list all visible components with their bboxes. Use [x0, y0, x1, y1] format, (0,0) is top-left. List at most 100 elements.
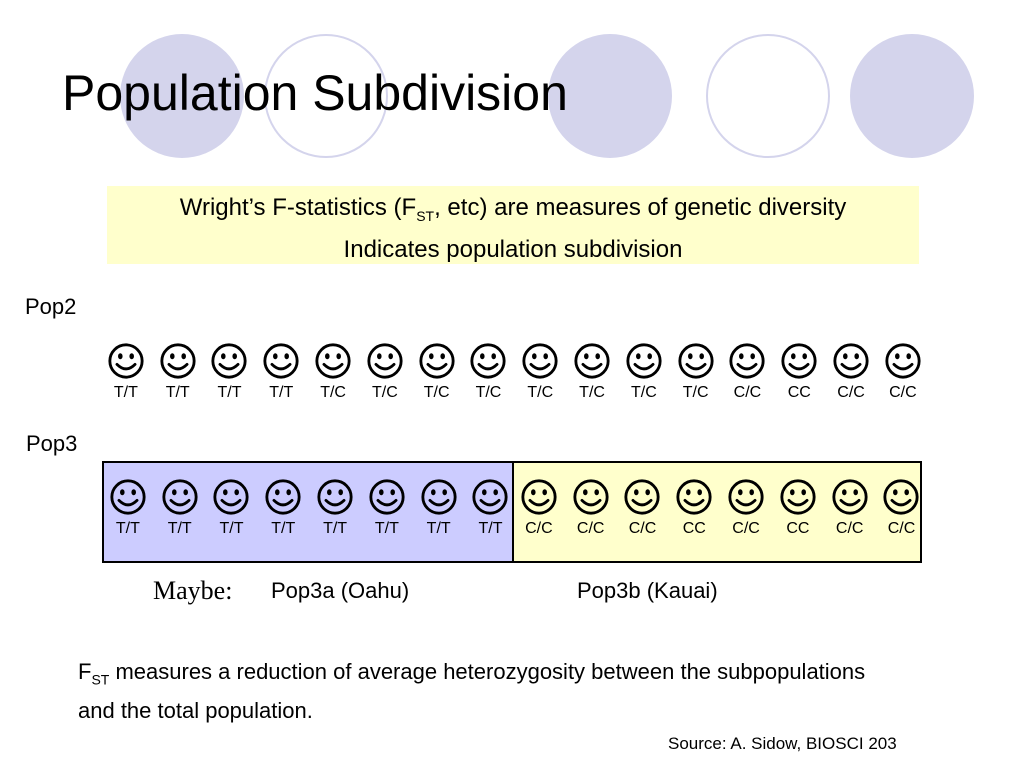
genotype-label: CC: [682, 520, 706, 537]
smiley-face-icon: [162, 479, 198, 515]
individual: C/C: [565, 478, 617, 538]
smiley-face-icon: [472, 479, 509, 515]
smiley-face-icon: [317, 479, 353, 515]
individual: T/T: [154, 478, 206, 538]
genotype-label: C/C: [889, 384, 917, 401]
individual: T/C: [307, 342, 359, 402]
callout-line-2: Indicates population subdivision: [343, 235, 683, 263]
genotype-label: C/C: [628, 520, 657, 537]
decor-circle-outline: [706, 34, 830, 158]
genotype-label: T/T: [269, 384, 294, 401]
individual: T/T: [100, 342, 152, 402]
genotype-label: T/T: [374, 520, 399, 537]
smiley-face-icon: [108, 343, 144, 379]
decor-circle: [120, 34, 244, 158]
individual: T/C: [566, 342, 618, 402]
individual: C/C: [617, 478, 669, 538]
smiley-face-icon: [729, 343, 766, 379]
genotype-label: T/C: [320, 384, 346, 401]
individual: T/T: [257, 478, 309, 538]
smiley-face-icon: [160, 343, 196, 379]
individual: T/T: [255, 342, 307, 402]
individual: T/T: [204, 342, 256, 402]
fst-footnote: FST measures a reduction of average hete…: [78, 659, 866, 724]
smiley-face-icon: [213, 479, 250, 515]
individual: C/C: [876, 478, 928, 538]
genotype-label: C/C: [887, 520, 916, 537]
individual: T/T: [152, 342, 204, 402]
individual: C/C: [825, 342, 877, 402]
smiley-face-icon: [263, 343, 299, 379]
individual: T/C: [359, 342, 411, 402]
genotype-label: CC: [787, 384, 811, 401]
genotype-label: T/T: [113, 384, 138, 401]
smiley-face-icon: [728, 479, 764, 515]
genotype-label: C/C: [732, 520, 760, 537]
individual: T/T: [465, 478, 517, 538]
genotype-label: T/T: [478, 520, 503, 537]
smiley-face-icon: [367, 343, 403, 379]
individual: C/C: [722, 342, 774, 402]
genotype-label: T/C: [371, 384, 398, 401]
decor-circle: [850, 34, 974, 158]
individual: C/C: [720, 478, 772, 538]
smiley-face-icon: [676, 479, 712, 515]
individual: C/C: [513, 478, 565, 538]
genotype-label: C/C: [576, 520, 605, 537]
individual: C/C: [877, 342, 929, 402]
definition-callout: Wright’s F-statistics (FST, etc) are mea…: [107, 186, 919, 264]
smiley-face-icon: [781, 343, 817, 379]
callout-line-1: Wright’s F-statistics (FST, etc) are mea…: [179, 194, 847, 224]
smiley-face-icon: [421, 479, 457, 515]
smiley-face-icon: [110, 479, 146, 515]
genotype-label: T/T: [323, 520, 348, 537]
pop3b-individuals: C/C C/C C/C CC C/C CC C/C C/C: [513, 478, 927, 538]
individual: CC: [668, 478, 720, 538]
genotype-label: T/C: [682, 384, 709, 401]
genotype-label: T/T: [217, 384, 242, 401]
individual: T/T: [361, 478, 413, 538]
genotype-label: T/C: [475, 384, 502, 401]
individual: T/C: [670, 342, 722, 402]
genotype-label: C/C: [835, 520, 864, 537]
smiley-face-icon: [315, 343, 351, 379]
smiley-face-icon: [265, 479, 301, 515]
smiley-face-icon: [522, 343, 558, 379]
genotype-label: T/C: [579, 384, 605, 401]
individual: T/C: [411, 342, 463, 402]
pop3-label: Pop3: [26, 431, 78, 456]
pop2-label: Pop2: [25, 294, 77, 319]
genotype-label: T/C: [630, 384, 657, 401]
genotype-label: T/T: [165, 384, 190, 401]
genotype-label: C/C: [837, 384, 865, 401]
slide-title: Population Subdivision: [62, 65, 568, 121]
smiley-face-icon: [624, 479, 661, 515]
individual: T/C: [463, 342, 515, 402]
smiley-face-icon: [780, 479, 816, 515]
smiley-face-icon: [470, 343, 507, 379]
smiley-face-icon: [573, 479, 609, 515]
pop3a-label: Pop3a (Oahu): [271, 578, 410, 603]
smiley-face-icon: [419, 343, 455, 379]
smiley-face-icon: [574, 343, 610, 379]
smiley-face-icon: [883, 479, 920, 515]
source-citation: Source: A. Sidow, BIOSCI 203: [668, 734, 897, 753]
decor-circle-outline: [264, 34, 388, 158]
smiley-face-icon: [833, 343, 869, 379]
individual: CC: [773, 342, 825, 402]
smiley-face-icon: [678, 343, 714, 379]
smiley-face-icon: [369, 479, 405, 515]
genotype-label: T/C: [423, 384, 450, 401]
individual: T/T: [102, 478, 154, 538]
individual: T/T: [413, 478, 465, 538]
smiley-face-icon: [885, 343, 921, 379]
decor-circle: [548, 34, 672, 158]
individual: C/C: [824, 478, 876, 538]
smiley-face-icon: [626, 343, 662, 379]
individual: T/T: [309, 478, 361, 538]
genotype-label: T/T: [271, 520, 296, 537]
genotype-label: CC: [786, 520, 810, 537]
pop2-individuals: T/T T/T T/T T/T T/C T/C T/C T/C T/C T/C T/C T/C C/C C…: [100, 342, 929, 402]
pop3b-label: Pop3b (Kauai): [577, 578, 718, 603]
individual: T/C: [618, 342, 670, 402]
